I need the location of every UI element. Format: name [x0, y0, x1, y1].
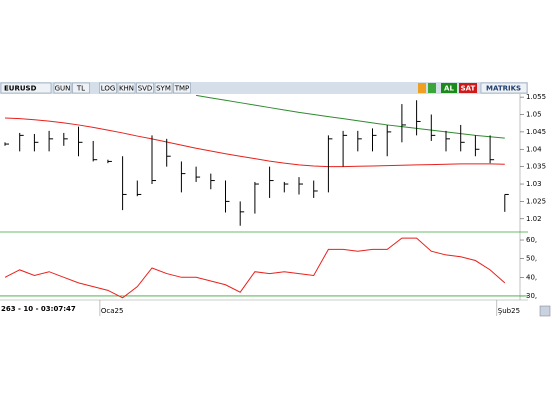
y-tick-label: 1.035	[526, 163, 546, 171]
toolbar-button-label: LOG	[101, 85, 116, 93]
y-tick-label: 1.04	[526, 145, 542, 153]
toolbar-button[interactable]	[117, 82, 136, 94]
status: 263 - 10 - 03:07:47	[1, 305, 76, 313]
toolbar-button[interactable]	[99, 82, 117, 94]
toolbar-button-label: GUN	[55, 85, 71, 93]
toolbar-button-label: TMP	[174, 85, 190, 93]
toolbar-button[interactable]	[53, 82, 72, 94]
y-tick-label: 30,	[526, 292, 537, 300]
sell-label: SAT	[461, 85, 476, 93]
symbol-button[interactable]	[0, 82, 52, 94]
y-tick-label: 1.025	[526, 197, 546, 205]
toolbar-button[interactable]	[154, 82, 173, 94]
icon[interactable]	[418, 83, 426, 93]
toolbar-button-label: SYM	[156, 85, 171, 93]
x-tick-label: Oca25	[101, 307, 124, 315]
y-tick-label: 1.03	[526, 180, 542, 188]
rsi-line	[4, 237, 506, 299]
y-tick-label: 60,	[526, 236, 537, 244]
icon[interactable]	[428, 83, 436, 93]
toolbar-button-label: KHN	[119, 85, 134, 93]
moving-average	[196, 94, 505, 139]
toolbar-button[interactable]	[72, 82, 90, 94]
toolbar-button-label: SVD	[138, 85, 153, 93]
brand-box	[480, 82, 528, 94]
icon[interactable]	[539, 305, 551, 317]
y-tick-label: 1.05	[526, 111, 542, 119]
symbol: EURUSD	[4, 85, 37, 93]
x-tick-label: Şub25	[498, 307, 520, 315]
toolbar-button[interactable]	[173, 82, 191, 94]
brand: MATRIKS	[486, 85, 521, 93]
y-tick-label: 1.055	[526, 93, 546, 101]
toolbar-button[interactable]	[136, 82, 154, 94]
y-tick-label: 40,	[526, 273, 537, 281]
y-tick-label: 1.02	[526, 215, 542, 223]
buy-button[interactable]	[441, 83, 457, 93]
y-tick-label: 1.045	[526, 128, 546, 136]
y-tick-label: 50,	[526, 255, 537, 263]
sell-button[interactable]	[459, 83, 477, 93]
moving-average	[4, 117, 505, 168]
buy-label: AL	[444, 85, 454, 93]
toolbar-button-label: TL	[76, 85, 85, 93]
